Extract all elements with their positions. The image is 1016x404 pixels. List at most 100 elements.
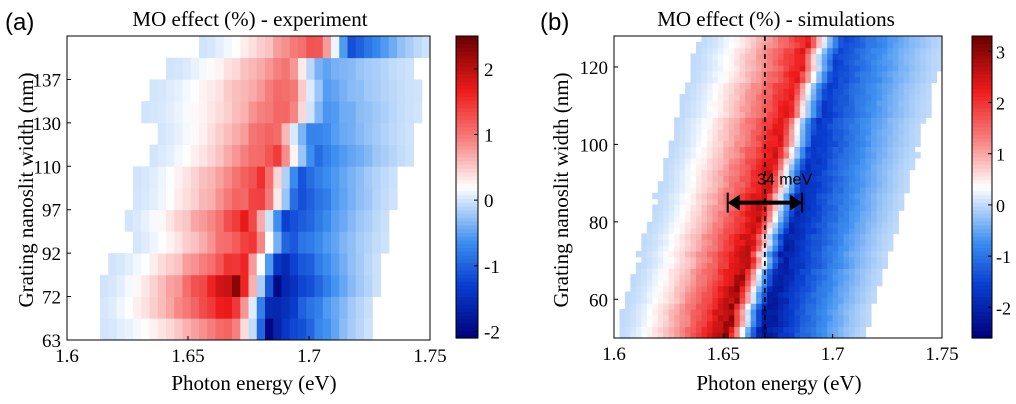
colorbar-band [456,153,478,158]
heatmap-cell [909,82,916,89]
heatmap-cell [701,181,708,188]
heatmap-cell [701,308,708,316]
heatmap-cell [750,41,757,49]
heatmap-cell [881,99,888,107]
heatmap-cell [190,296,200,319]
heatmap-cell [685,227,692,235]
heatmap-cell [739,279,746,287]
heatmap-cell [739,59,746,66]
heatmap-cell [668,169,675,176]
heatmap-cell [174,57,184,80]
heatmap-cell [778,59,785,66]
heatmap-cell [734,70,741,78]
heatmap-cell [190,188,200,211]
heatmap-cell [745,256,752,264]
heatmap-cell [898,123,905,130]
heatmap-cell [881,82,888,89]
chart-title: MO effect (%) - simulations [657,7,895,31]
heatmap-cell [717,279,724,287]
heatmap-cell [810,123,817,130]
heatmap-cell [898,175,905,182]
heatmap-cell [281,253,291,276]
heatmap-cell [756,123,763,130]
heatmap-cell [849,187,856,194]
heatmap-cell [805,285,812,293]
heatmap-cell [838,216,845,223]
heatmap-cell [838,65,845,72]
heatmap-cell [745,41,752,49]
heatmap-cell [865,297,872,304]
heatmap-cell [761,320,768,327]
heatmap-cell [805,256,812,264]
heatmap-cell [215,57,225,80]
heatmap-cell [914,53,921,60]
heatmap-cell [668,204,675,211]
heatmap-cell [339,166,349,189]
heatmap-cell [706,332,713,339]
heatmap-cell [772,105,779,113]
heatmap-cell [832,187,839,194]
heatmap-cell [772,187,779,194]
heatmap-cell [174,144,184,167]
heatmap-cell [778,36,785,43]
heatmap-cell [805,152,812,159]
colorbar-band [972,270,992,275]
heatmap-cell [783,134,790,142]
heatmap-cell [783,82,790,89]
heatmap-cell [870,134,877,142]
heatmap-cell [223,79,233,102]
heatmap-cell [652,297,659,304]
heatmap-cell [223,253,233,276]
heatmap-cell [723,140,730,147]
heatmap-cell [881,123,888,130]
colorbar-band [456,292,478,298]
colorbar-band [456,326,478,332]
heatmap-cell [232,101,241,124]
heatmap-cell [816,262,823,269]
heatmap-cell [767,274,774,281]
heatmap-cell [805,105,812,113]
heatmap-cell [712,36,719,43]
colorbar-tick-label: -2 [484,322,500,343]
heatmap-cell [903,41,910,49]
x-tick-label: 1.65 [707,344,740,365]
heatmap-cell [723,227,730,235]
heatmap-cell [657,268,664,275]
heatmap-cell [728,221,735,229]
heatmap-cell [685,320,692,327]
heatmap-cell [778,123,785,130]
heatmap-cell [898,53,905,60]
heatmap-cell [668,326,675,333]
heatmap-cell [739,233,746,240]
heatmap-cell [788,285,795,293]
heatmap-cell [690,198,697,206]
heatmap-cell [706,76,713,84]
heatmap-cell [903,140,910,147]
heatmap-cell [843,268,850,275]
heatmap-cell [843,134,850,142]
heatmap-cell [240,166,250,189]
heatmap-cell [810,326,817,333]
heatmap-cell [881,169,888,176]
heatmap-cell [734,268,741,275]
heatmap-cell [909,36,916,43]
heatmap-cell [854,297,861,304]
heatmap-cell [832,111,839,118]
heatmap-cell [674,268,681,275]
heatmap-cell [289,231,299,254]
heatmap-cell [816,198,823,206]
heatmap-cell [380,209,390,232]
heatmap-cell [838,59,845,66]
heatmap-cell [849,123,856,130]
heatmap-cell [141,166,151,189]
heatmap-cell [805,198,812,206]
heatmap-cell [756,279,763,287]
heatmap-cell [778,192,785,200]
colorbar-band [972,77,992,82]
heatmap-cell [767,41,774,49]
heatmap-cell [799,47,806,55]
heatmap-cell [355,188,365,211]
heatmap-cell [265,253,274,276]
heatmap-cell [772,134,779,142]
heatmap-cell [331,144,340,167]
